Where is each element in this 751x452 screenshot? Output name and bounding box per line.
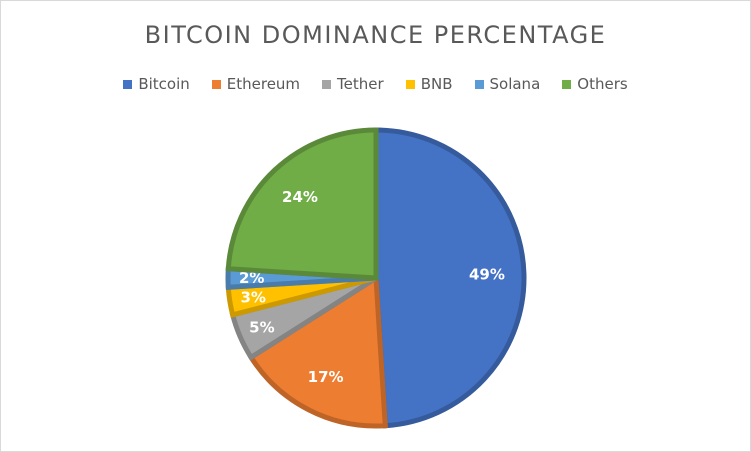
legend-entry-ethereum: Ethereum xyxy=(211,75,301,93)
legend-entry-tether: Tether xyxy=(322,75,384,93)
legend: Bitcoin Ethereum Tether BNB Solana Others xyxy=(1,75,750,93)
chart-title: BITCOIN DOMINANCE PERCENTAGE xyxy=(144,21,607,49)
legend-label: BNB xyxy=(420,75,453,93)
legend-label: Ethereum xyxy=(226,75,301,93)
legend-swatch xyxy=(322,79,332,89)
legend-entry-bnb: BNB xyxy=(405,75,453,93)
data-label-bitcoin: 49% xyxy=(469,266,505,284)
legend-label: Others xyxy=(577,75,628,93)
legend-label: Solana xyxy=(489,75,541,93)
legend-label: Tether xyxy=(337,75,384,93)
data-label-tether: 5% xyxy=(249,318,274,336)
legend-swatch xyxy=(211,79,221,89)
data-label-bnb: 3% xyxy=(240,288,265,306)
pie-slice-others xyxy=(225,127,379,281)
legend-swatch xyxy=(562,79,572,89)
data-label-ethereum: 17% xyxy=(308,368,344,386)
pie-slice-ethereum xyxy=(247,273,388,429)
legend-entry-solana: Solana xyxy=(474,75,541,93)
pie-slice-bitcoin xyxy=(373,127,527,429)
legend-swatch xyxy=(123,79,133,89)
legend-swatch xyxy=(474,79,484,89)
data-label-others: 24% xyxy=(282,188,318,206)
data-label-solana: 2% xyxy=(239,269,264,287)
legend-label: Bitcoin xyxy=(138,75,190,93)
legend-entry-bitcoin: Bitcoin xyxy=(123,75,190,93)
legend-entry-others: Others xyxy=(562,75,628,93)
legend-swatch xyxy=(405,79,415,89)
